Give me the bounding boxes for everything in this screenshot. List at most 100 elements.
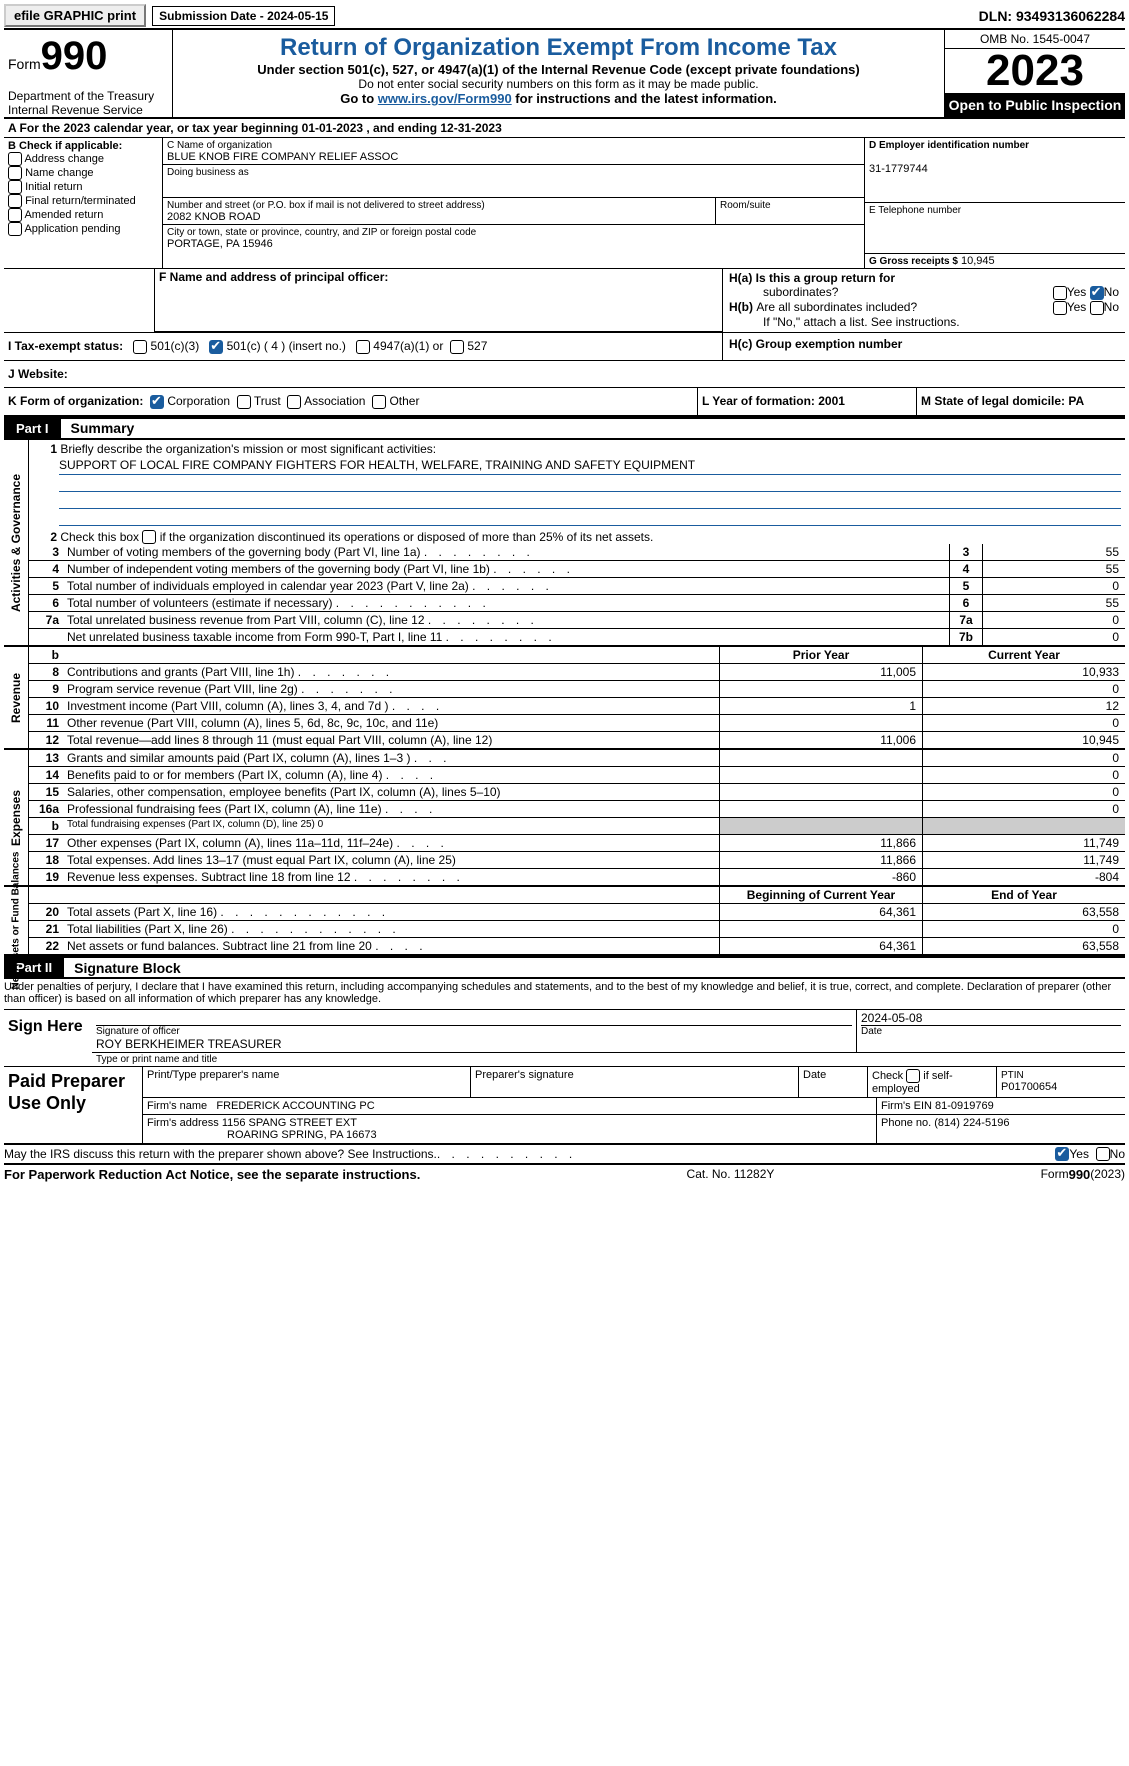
k-corp-checkbox[interactable] — [150, 395, 164, 409]
row-a-calendar-year: A For the 2023 calendar year, or tax yea… — [4, 119, 1125, 138]
paperwork-notice: For Paperwork Reduction Act Notice, see … — [4, 1167, 420, 1182]
l22-curr: 63,558 — [922, 938, 1125, 954]
l14-prior — [719, 767, 922, 783]
i-label: I Tax-exempt status: — [8, 339, 123, 353]
k-other-checkbox[interactable] — [372, 395, 386, 409]
hb-yes-label: Yes — [1067, 300, 1087, 314]
l10-curr: 12 — [922, 698, 1125, 714]
l6-val: 55 — [982, 595, 1125, 611]
discuss-no-label: No — [1110, 1147, 1125, 1161]
form-foot-year: (2023) — [1090, 1167, 1125, 1182]
irs-link[interactable]: www.irs.gov/Form990 — [378, 91, 512, 106]
firm-addr2: ROARING SPRING, PA 16673 — [147, 1129, 377, 1141]
label-name-change: Name change — [25, 167, 94, 179]
header-right: OMB No. 1545-0047 2023 Open to Public In… — [944, 30, 1125, 117]
vert-net-assets: Net Assets or Fund Balances — [4, 887, 29, 954]
efile-print-button[interactable]: efile GRAPHIC print — [4, 4, 146, 27]
l13-desc: Grants and similar amounts paid (Part IX… — [67, 751, 410, 765]
header-center: Return of Organization Exempt From Incom… — [173, 30, 944, 117]
part1-label: Part I — [4, 419, 61, 438]
name-label: C Name of organization — [167, 140, 272, 151]
l14-curr: 0 — [922, 767, 1125, 783]
k-assoc-label: Association — [304, 394, 365, 408]
sig-officer-label: Signature of officer — [96, 1026, 852, 1037]
j-label: J Website: — [8, 367, 68, 381]
perjury-statement: Under penalties of perjury, I declare th… — [4, 979, 1125, 1007]
l7b-desc: Net unrelated business taxable income fr… — [67, 630, 442, 644]
ha-no-checkbox[interactable] — [1090, 286, 1104, 300]
l16b-prior — [719, 818, 922, 834]
gross-receipts: 10,945 — [961, 255, 995, 267]
l8-prior: 11,005 — [719, 664, 922, 680]
l13-prior — [719, 750, 922, 766]
firm-addr-label: Firm's address — [147, 1117, 219, 1129]
paid-preparer-label: Paid Preparer Use Only — [4, 1067, 142, 1143]
k-assoc-checkbox[interactable] — [287, 395, 301, 409]
l10-prior: 1 — [719, 698, 922, 714]
l9-desc: Program service revenue (Part VIII, line… — [67, 682, 298, 696]
checkbox-pending[interactable] — [8, 222, 22, 236]
current-year-hdr: Current Year — [922, 647, 1125, 663]
hb-yes-checkbox[interactable] — [1053, 301, 1067, 315]
ein-label: D Employer identification number — [869, 140, 1029, 151]
hb-no-checkbox[interactable] — [1090, 301, 1104, 315]
checkbox-final[interactable] — [8, 194, 22, 208]
l22-prior: 64,361 — [719, 938, 922, 954]
l2-checkbox[interactable] — [142, 530, 156, 544]
l15-prior — [719, 784, 922, 800]
form-number: 990 — [41, 34, 108, 78]
checkbox-amended[interactable] — [8, 208, 22, 222]
checkbox-initial[interactable] — [8, 180, 22, 194]
l15-curr: 0 — [922, 784, 1125, 800]
i-501c3-checkbox[interactable] — [133, 340, 147, 354]
i-501c-label: 501(c) ( 4 ) (insert no.) — [227, 339, 346, 353]
l22-desc: Net assets or fund balances. Subtract li… — [67, 939, 372, 953]
l18-prior: 11,866 — [719, 852, 922, 868]
prep-sig-label: Preparer's signature — [471, 1067, 799, 1097]
sign-here-label: Sign Here — [4, 1010, 92, 1066]
l10-desc: Investment income (Part VIII, column (A)… — [67, 699, 388, 713]
entity-block: B Check if applicable: Address change Na… — [4, 138, 1125, 269]
firm-phone: Phone no. (814) 224-5196 — [877, 1115, 1125, 1143]
k-label: K Form of organization: — [8, 394, 143, 408]
officer-name: ROY BERKHEIMER TREASURER — [96, 1037, 852, 1051]
l19-prior: -860 — [719, 869, 922, 885]
i-4947-checkbox[interactable] — [356, 340, 370, 354]
mission-blank3 — [59, 509, 1121, 526]
l16a-curr: 0 — [922, 801, 1125, 817]
l7a-val: 0 — [982, 612, 1125, 628]
firm-ein: Firm's EIN 81-0919769 — [877, 1098, 1125, 1114]
i-501c-checkbox[interactable] — [209, 340, 223, 354]
paid-preparer-block: Paid Preparer Use Only Print/Type prepar… — [4, 1067, 1125, 1145]
l6-desc: Total number of volunteers (estimate if … — [67, 596, 332, 610]
l18-curr: 11,749 — [922, 852, 1125, 868]
sig-date: 2024-05-08 — [861, 1011, 1121, 1026]
l12-desc: Total revenue—add lines 8 through 11 (mu… — [67, 733, 492, 747]
print-name-label: Print/Type preparer's name — [143, 1067, 471, 1097]
top-bar: efile GRAPHIC print Submission Date - 20… — [4, 4, 1125, 30]
ha-sub: subordinates? — [729, 285, 838, 299]
k-trust-checkbox[interactable] — [237, 395, 251, 409]
ha-yes-checkbox[interactable] — [1053, 286, 1067, 300]
discuss-no-checkbox[interactable] — [1096, 1147, 1110, 1161]
eoy-hdr: End of Year — [922, 887, 1125, 903]
room-label: Room/suite — [720, 200, 771, 211]
ein: 31-1779744 — [869, 163, 928, 175]
self-employed-checkbox[interactable] — [906, 1069, 920, 1083]
vert-activities-governance: Activities & Governance — [4, 440, 29, 646]
hb-no-label: No — [1104, 300, 1119, 314]
k-corp-label: Corporation — [167, 394, 230, 408]
i-527-checkbox[interactable] — [450, 340, 464, 354]
checkbox-addr-change[interactable] — [8, 152, 22, 166]
l9-curr: 0 — [922, 681, 1125, 697]
l20-prior: 64,361 — [719, 904, 922, 920]
l5-desc: Total number of individuals employed in … — [67, 579, 469, 593]
checkbox-name-change[interactable] — [8, 166, 22, 180]
discuss-yes-checkbox[interactable] — [1055, 1147, 1069, 1161]
label-amended: Amended return — [24, 209, 103, 221]
l18-desc: Total expenses. Add lines 13–17 (must eq… — [67, 853, 456, 867]
dba-label: Doing business as — [167, 167, 249, 178]
vert-revenue: Revenue — [4, 647, 29, 748]
l2-pre: Check this box — [60, 530, 142, 544]
l7a-desc: Total unrelated business revenue from Pa… — [67, 613, 425, 627]
